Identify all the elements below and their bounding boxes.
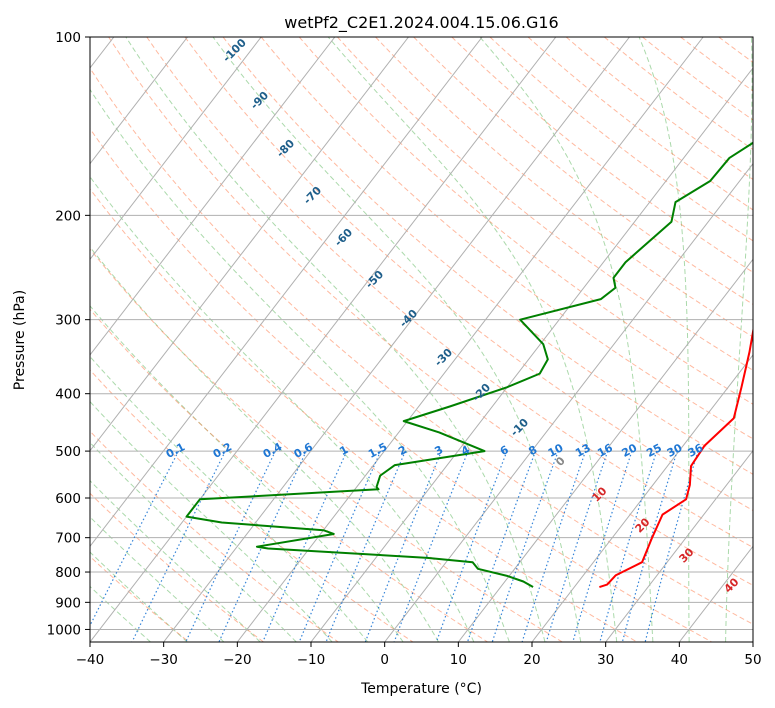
skewed-isotherms [90, 37, 753, 642]
isotherm-line [90, 37, 483, 548]
x-axis-ticks: −40 −30 −20 −10 0 10 20 30 40 50 [76, 642, 762, 668]
moist-adiabat-line [90, 480, 261, 642]
mixing-ratio-label: 10 [546, 441, 566, 460]
mixing-ratio-label: 30 [665, 441, 685, 460]
y-tick-label: 700 [55, 531, 81, 547]
isotherm-line [236, 37, 704, 642]
dry-adiabat-line [489, 37, 753, 242]
mixing-ratio-line [572, 450, 633, 642]
profile-series [185, 141, 753, 588]
isotherm-line [310, 67, 753, 642]
x-tick-label: −20 [223, 652, 252, 668]
isotherm-line [90, 37, 262, 261]
x-tick-label: 30 [597, 652, 614, 668]
mixing-ratio-line [325, 450, 406, 642]
mixing-ratio-line [644, 450, 699, 642]
mixing-ratio-line [621, 450, 678, 642]
isotherm-line [90, 37, 336, 356]
mixing-ratio-label: 25 [644, 441, 664, 460]
dry-adiabat-line [90, 127, 712, 642]
moist-adiabat-line [90, 246, 439, 642]
y-tick-label: 500 [55, 444, 81, 460]
plot-frame [89, 36, 754, 643]
dry-adiabat-line [413, 37, 753, 305]
y-tick-label: 1000 [47, 622, 81, 638]
mixing-ratio-line [545, 450, 609, 642]
mixing-ratio-line [491, 450, 559, 642]
mixing-ratio-label: 20 [620, 441, 640, 460]
x-axis-label: Temperature (°C) [360, 681, 482, 697]
moist-adiabats [90, 37, 753, 642]
moist-adiabat-line [90, 400, 333, 642]
y-tick-label: 200 [55, 208, 81, 224]
y-tick-label: 800 [55, 565, 81, 581]
mixing-ratio-label: 13 [573, 441, 593, 460]
isotherm-line [605, 449, 753, 642]
mixing-ratio-label: 16 [595, 441, 615, 460]
moist-adiabat-line [212, 37, 582, 642]
plot-background-lines [90, 37, 775, 642]
y-tick-label: 300 [55, 313, 81, 329]
x-tick-label: 40 [671, 652, 688, 668]
dry-adiabat-line [757, 37, 775, 642]
profile-line [599, 326, 753, 588]
isotherm-line [457, 258, 753, 642]
dry-adiabat-line [90, 67, 753, 625]
dry-adiabat-line [90, 308, 488, 642]
y-tick-label: 100 [55, 30, 81, 46]
y-axis-label: Pressure (hPa) [12, 290, 28, 390]
dry-adiabat-line [108, 37, 753, 586]
x-tick-label: −40 [76, 652, 105, 668]
y-tick-label: 400 [55, 387, 81, 403]
isotherm-line [531, 354, 753, 642]
isotherm-line [90, 37, 188, 165]
x-tick-label: 0 [380, 652, 389, 668]
dry-adiabat-line [565, 37, 753, 181]
x-tick-label: 50 [744, 652, 761, 668]
isotherm-line [384, 162, 753, 642]
dry-adiabat-line [90, 248, 563, 642]
isotherm-line [163, 37, 630, 642]
mixing-ratio-line [131, 450, 226, 642]
moist-adiabat-line [90, 88, 510, 642]
mixing-ratio-line [298, 450, 382, 642]
moist-adiabat-line [90, 175, 475, 642]
dry-adiabat-line [146, 37, 753, 549]
mixing-ratio-label: 36 [686, 441, 706, 460]
moist-adiabat-line [327, 37, 618, 642]
mixing-ratio-line [599, 450, 658, 642]
dry-adiabat-line [184, 37, 753, 512]
y-tick-label: 900 [55, 595, 81, 611]
y-axis-ticks: 100 200 300 400 500 600 700 800 900 1000 [47, 30, 90, 638]
dry-adiabat-line [298, 37, 753, 405]
profile-line [185, 141, 753, 588]
x-tick-label: −10 [297, 652, 326, 668]
moist-adiabat-line [725, 37, 753, 642]
moist-adiabat-line [125, 37, 546, 642]
moist-adiabat-line [90, 305, 404, 642]
chart-title: wetPf2_C2E1.2024.004.15.06.G16 [284, 13, 558, 33]
x-tick-label: −30 [149, 652, 178, 668]
y-tick-label: 600 [55, 491, 81, 507]
isotherm-line [90, 37, 409, 452]
dry-adiabat-line [451, 37, 753, 273]
mixing-ratio-line [262, 450, 348, 642]
isotherm-line [752, 641, 753, 642]
plot-area [90, 37, 753, 642]
isotherm-line [90, 37, 557, 642]
dry-adiabat-line [375, 37, 753, 338]
mixing-ratio-line [521, 450, 587, 642]
x-tick-label: 10 [450, 652, 467, 668]
mixing-ratio-line [466, 450, 537, 642]
moist-adiabat-line [90, 441, 297, 642]
dry-adiabat-line [337, 37, 753, 371]
x-tick-label: 20 [523, 652, 540, 668]
